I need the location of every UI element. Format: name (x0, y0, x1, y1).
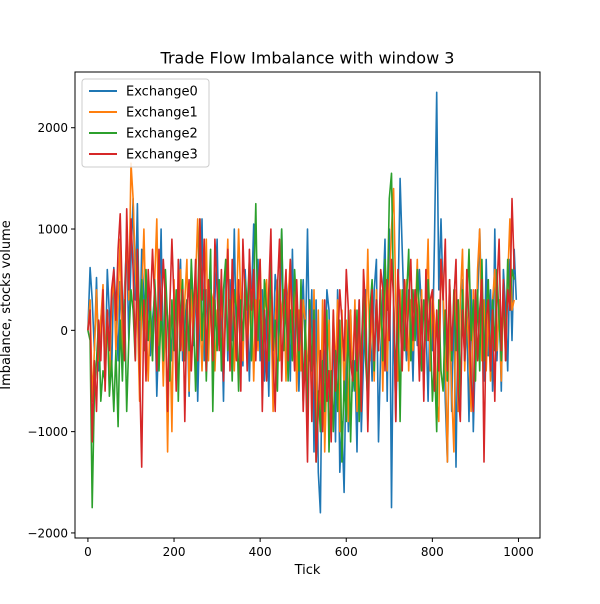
x-axis: 0 200 400 600 800 1000 (84, 538, 534, 559)
legend-label-exchange2: Exchange2 (126, 127, 198, 142)
x-tick-label: 1000 (503, 545, 534, 559)
x-tick-label: 0 (84, 545, 92, 559)
series-layer (87, 91, 518, 514)
x-tick-label: 800 (421, 545, 444, 559)
x-tick-label: 200 (163, 545, 186, 559)
y-tick-label: −2000 (27, 526, 68, 540)
x-tick-label: 400 (249, 545, 272, 559)
chart-title: Trade Flow Imbalance with window 3 (160, 49, 455, 68)
series-line-exchange2 (87, 172, 515, 509)
y-axis: −2000 −1000 0 1000 2000 (27, 121, 75, 540)
x-tick-label: 600 (335, 545, 358, 559)
legend-label-exchange1: Exchange1 (126, 106, 198, 121)
y-axis-label: Imbalance, stocks volume (0, 220, 14, 390)
x-axis-label: Tick (294, 563, 321, 578)
y-tick-label: 2000 (37, 121, 68, 135)
legend-label-exchange0: Exchange0 (126, 85, 198, 100)
y-tick-label: 1000 (37, 223, 68, 237)
y-tick-label: −1000 (27, 425, 68, 439)
legend-box (81, 78, 210, 168)
plot-area (74, 71, 541, 539)
legend-label-exchange3: Exchange3 (126, 148, 198, 163)
series-line-exchange3 (87, 197, 515, 468)
y-tick-label: 0 (60, 324, 68, 338)
legend: Exchange0 Exchange1 Exchange2 Exchange3 (81, 78, 210, 168)
plot-frame (74, 71, 541, 539)
